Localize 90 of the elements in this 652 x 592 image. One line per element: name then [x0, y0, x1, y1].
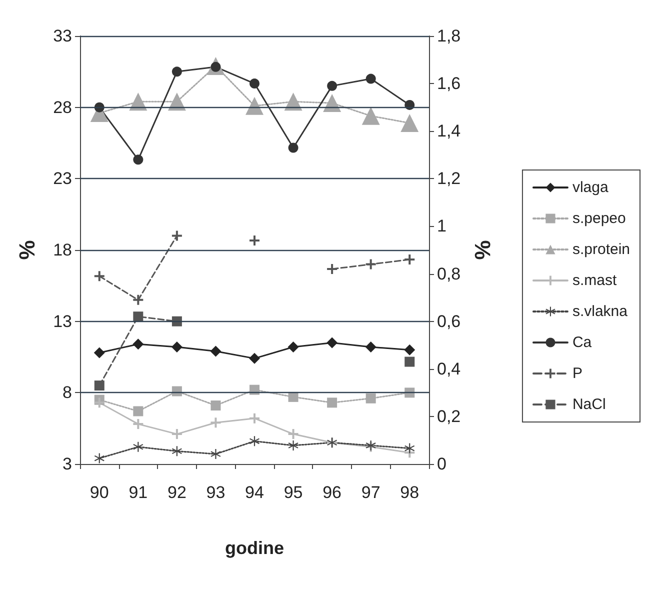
- point: [210, 400, 221, 411]
- point: [250, 78, 260, 89]
- point: [327, 264, 338, 274]
- point: [250, 413, 260, 424]
- y-tick-label: 28: [53, 98, 72, 117]
- point: [133, 419, 144, 430]
- point: [94, 271, 104, 282]
- y-tick-label: 3: [62, 454, 72, 474]
- point: [132, 338, 144, 350]
- point: [366, 74, 376, 84]
- point: [133, 294, 144, 305]
- y2-tick-label: 1,6: [437, 74, 461, 94]
- point: [288, 429, 298, 440]
- point: [94, 380, 104, 391]
- point: [133, 154, 144, 165]
- point: [210, 346, 222, 357]
- point: [172, 316, 182, 326]
- point: [249, 352, 260, 364]
- point: [172, 66, 182, 77]
- point: [284, 92, 302, 111]
- point: [288, 142, 298, 153]
- point: [404, 344, 416, 356]
- y-tick-label: 13: [53, 312, 72, 331]
- y-axis-title: %: [14, 240, 40, 260]
- point: [250, 436, 260, 446]
- point: [172, 230, 182, 241]
- point: [366, 259, 376, 270]
- point: [133, 312, 144, 322]
- y-tick-label: 8: [62, 383, 72, 402]
- point: [250, 384, 260, 395]
- point: [327, 398, 338, 408]
- x-tick-label: 97: [361, 483, 380, 502]
- y-tick-label: 23: [53, 169, 72, 188]
- y2-tick-label: 0,6: [437, 312, 461, 331]
- point: [323, 94, 342, 112]
- legend-label: s.pepeo: [572, 210, 626, 227]
- point: [250, 235, 260, 246]
- y2-tick-label: 1: [437, 216, 446, 236]
- point: [168, 92, 186, 111]
- y2-tick-label: 1,8: [437, 26, 461, 46]
- point: [404, 443, 415, 454]
- x-tick-label: 95: [284, 483, 303, 502]
- y2-axis-title: %: [470, 240, 496, 260]
- y2-tick-label: 0: [437, 454, 446, 474]
- legend-label: s.protein: [572, 241, 630, 258]
- point: [172, 386, 182, 396]
- y2-tick-label: 0,2: [437, 406, 461, 426]
- point: [210, 418, 221, 428]
- x-tick-label: 94: [245, 483, 264, 502]
- x-tick-label: 98: [400, 483, 420, 502]
- point: [288, 342, 299, 353]
- legend-label: Ca: [572, 334, 592, 351]
- x-axis-title: godine: [225, 538, 284, 558]
- point: [210, 449, 221, 460]
- point: [326, 337, 338, 348]
- x-tick-label: 96: [322, 483, 342, 502]
- point: [133, 406, 144, 416]
- point: [172, 446, 182, 456]
- y2-tick-label: 1,2: [437, 169, 461, 188]
- point: [288, 440, 298, 450]
- point: [171, 342, 182, 353]
- point: [404, 254, 415, 265]
- point: [362, 106, 380, 125]
- x-tick-label: 91: [128, 483, 148, 502]
- x-tick-label: 93: [206, 483, 226, 502]
- point: [404, 356, 415, 367]
- point: [327, 80, 338, 91]
- y2-tick-label: 1,4: [437, 122, 461, 141]
- legend-label: vlaga: [572, 179, 609, 196]
- point: [246, 96, 264, 115]
- legend-label: s.mast: [572, 272, 618, 289]
- y2-tick-label: 0,8: [437, 264, 461, 284]
- point: [288, 392, 298, 402]
- point: [366, 393, 376, 404]
- point: [400, 114, 419, 132]
- x-tick-label: 92: [167, 483, 186, 502]
- y-tick-label: 33: [53, 26, 72, 46]
- legend-label: P: [572, 365, 582, 382]
- y2-tick-label: 0,4: [437, 359, 461, 378]
- point: [172, 429, 182, 440]
- x-tick-label: 90: [90, 483, 109, 502]
- legend-label: s.vlakna: [572, 303, 628, 320]
- point: [94, 453, 104, 464]
- point: [365, 342, 376, 353]
- point: [94, 398, 104, 408]
- point: [94, 347, 105, 358]
- point: [404, 388, 415, 398]
- legend-label: NaCl: [572, 396, 606, 413]
- y-tick-label: 18: [53, 240, 72, 260]
- point: [133, 442, 144, 452]
